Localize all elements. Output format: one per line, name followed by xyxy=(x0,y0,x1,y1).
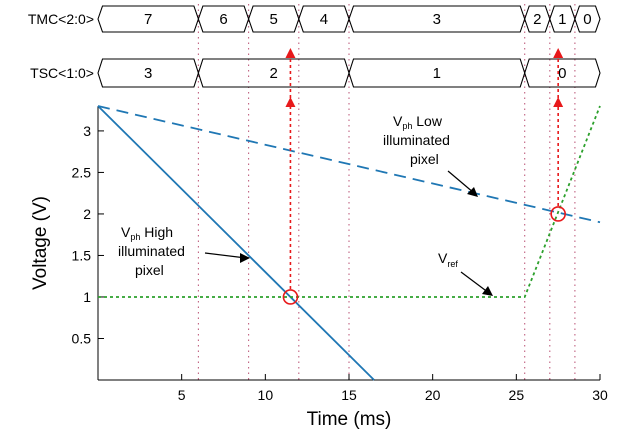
x-tick-label-3: 20 xyxy=(425,387,441,403)
y-tick-label-5: 3 xyxy=(83,123,91,139)
bus-1-segment-3 xyxy=(524,58,601,88)
crossing-arrowhead-1-0 xyxy=(553,48,564,58)
plot-area: 5 10 15 20 25 300.511.522.53 xyxy=(72,48,608,403)
bus-0-value-7: 0 xyxy=(583,11,591,28)
bus-0-value-6: 1 xyxy=(558,11,566,28)
anno-high-sub: ph xyxy=(130,232,140,242)
series xyxy=(97,105,601,381)
y-tick-label-4: 2.5 xyxy=(72,164,92,180)
crossing-markers xyxy=(282,206,566,305)
anno-high-line2: illuminated xyxy=(118,243,185,259)
bus-0-segment-7 xyxy=(574,5,601,33)
annotation-high: Vph High illuminated pixel xyxy=(118,224,250,278)
anno-low-pointer xyxy=(447,170,475,194)
anno-ref-v: V xyxy=(438,250,448,266)
crossing-marker-1 xyxy=(550,206,566,222)
anno-ref-sub: ref xyxy=(447,259,458,269)
bus-label-1: TSC<1:0> xyxy=(30,65,94,81)
grid-lines xyxy=(197,4,576,380)
bus-0-value-5: 2 xyxy=(533,11,541,28)
bus-1-value-3: 0 xyxy=(558,65,566,82)
anno-low-word: Low xyxy=(412,113,442,129)
anno-ref-pointer xyxy=(460,271,490,294)
anno-high-v: V xyxy=(121,224,131,240)
bus-0-value-4: 3 xyxy=(433,11,441,28)
anno-low-line2: illuminated xyxy=(383,132,450,148)
crossing-arrowhead-0-0 xyxy=(285,48,296,58)
crossing-arrows xyxy=(285,48,564,289)
bus-1-value-2: 1 xyxy=(433,65,441,82)
annotation-ref: Vref xyxy=(438,250,493,296)
svg-text:Vph High: Vph High xyxy=(121,224,173,242)
series-low xyxy=(97,105,601,224)
bus-0-value-1: 6 xyxy=(219,11,227,28)
x-tick-label-2: 15 xyxy=(341,387,357,403)
y-tick-label-0: 0.5 xyxy=(72,330,92,346)
crossing-marker-0 xyxy=(282,289,299,305)
anno-ref-arrowhead xyxy=(482,286,493,296)
bus-1-value-0: 3 xyxy=(144,65,152,82)
bus-0-value-2: 5 xyxy=(270,11,278,28)
y-tick-label-1: 1 xyxy=(83,289,91,305)
anno-low-line3: pixel xyxy=(410,151,439,167)
crossing-arrowhead-1-1 xyxy=(553,97,564,107)
svg-text:Vref: Vref xyxy=(438,250,458,269)
svg-text:Vph Low: Vph Low xyxy=(393,113,443,131)
bus-0-value-3: 4 xyxy=(320,11,328,28)
bus-0-value-0: 7 xyxy=(144,11,152,28)
anno-low-sub: ph xyxy=(402,121,412,131)
x-axis-title: Time (ms) xyxy=(307,409,392,430)
bus-label-0: TMC<2:0> xyxy=(28,11,94,27)
series-high xyxy=(97,105,375,381)
anno-high-line3: pixel xyxy=(135,262,164,278)
axis-ticks: 5 10 15 20 25 30 0.5 1 1.5 2 2.5 3 xyxy=(72,123,608,403)
anno-high-pointer xyxy=(204,252,247,259)
anno-low-v: V xyxy=(393,113,403,129)
x-tick-label-0: 5 xyxy=(178,387,186,403)
bus-1-value-1: 2 xyxy=(270,65,278,82)
annotation-low: Vph Low illuminated pixel xyxy=(383,113,478,197)
x-tick-label-1: 10 xyxy=(258,387,274,403)
y-axis-title: Voltage (V) xyxy=(30,196,51,290)
series-ref xyxy=(98,105,601,298)
x-tick-label-5: 30 xyxy=(592,387,608,403)
y-tick-label-3: 2 xyxy=(83,206,91,222)
y-tick-label-2: 1.5 xyxy=(72,247,92,263)
anno-high-word: High xyxy=(140,224,173,240)
crossing-arrowhead-0-1 xyxy=(285,97,296,107)
anno-high-arrowhead xyxy=(240,253,250,263)
anno-low-arrowhead xyxy=(467,187,478,197)
x-tick-label-4: 25 xyxy=(509,387,525,403)
